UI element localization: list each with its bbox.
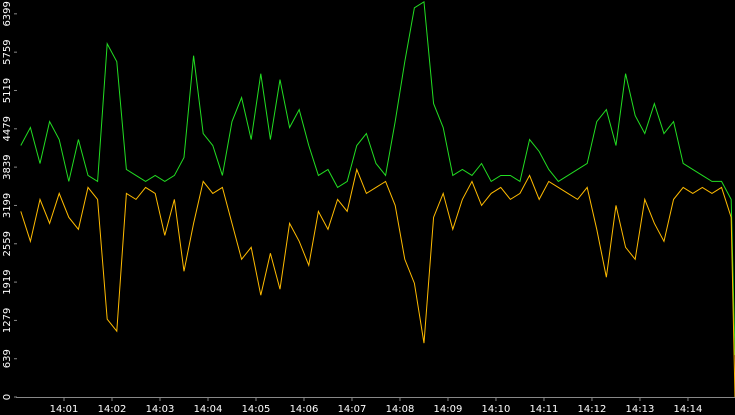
y-tick-label: 6399 [2, 1, 13, 26]
x-tick-label: 14:07 [338, 404, 367, 415]
x-tick-label: 14:11 [530, 404, 559, 415]
x-tick-label: 14:10 [482, 404, 511, 415]
y-tick-label: 3199 [2, 193, 13, 218]
x-tick-label: 14:05 [242, 404, 271, 415]
x-tick-label: 14:08 [386, 404, 415, 415]
y-tick-label: 5119 [2, 78, 13, 103]
series-line [20, 167, 735, 398]
x-tick-label: 14:01 [50, 404, 79, 415]
x-tick-label: 14:14 [674, 404, 703, 415]
y-tick-label: 0 [2, 394, 13, 400]
x-tick-label: 14:06 [290, 404, 319, 415]
y-tick-label: 2559 [2, 231, 13, 256]
y-tick-label: 1279 [2, 308, 13, 333]
x-tick-label: 14:04 [194, 404, 223, 415]
y-tick-label: 639 [2, 349, 13, 368]
x-tick-label: 14:02 [98, 404, 127, 415]
y-tick-label: 5759 [2, 39, 13, 64]
x-tick-label: 14:13 [626, 404, 655, 415]
x-tick-label: 14:12 [578, 404, 607, 415]
y-tick-label: 3839 [2, 154, 13, 179]
series-line [20, 0, 735, 356]
x-tick-label: 14:09 [434, 404, 463, 415]
y-tick-label: 1919 [2, 269, 13, 294]
x-tick-label: 14:03 [146, 404, 175, 415]
y-tick-label: 4479 [2, 116, 13, 141]
